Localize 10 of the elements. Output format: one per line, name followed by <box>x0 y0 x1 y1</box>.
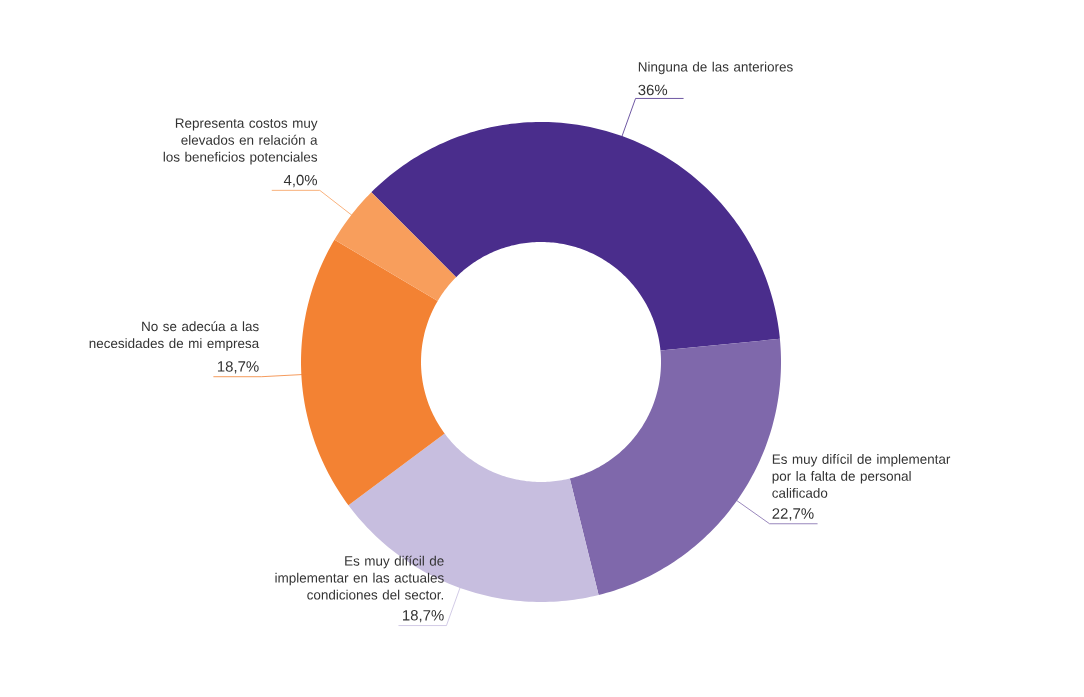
data-label: 18,7% <box>217 361 259 374</box>
slice-label: Es muy difícil de implementar en las actuales condiciones del sector. <box>275 555 444 600</box>
data-label: 4,0% <box>283 174 318 188</box>
slice-label: Es muy difícil de implementar por la falta de personal calificado <box>772 453 951 498</box>
slice-label: No se adecúa a las necesidades de mi empresa <box>89 321 260 351</box>
data-label: 36% <box>638 84 668 96</box>
data-label: 18,7% <box>403 610 444 623</box>
slice-label: Representa costos muy elevados en relación a los beneficios potenciales <box>163 118 318 165</box>
slice-label: Ninguna de las anteriores <box>638 61 793 75</box>
data-label: 22,7% <box>772 508 814 521</box>
